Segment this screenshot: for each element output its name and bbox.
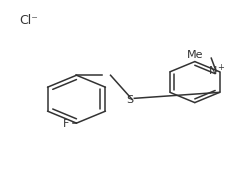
Text: S: S <box>127 95 134 105</box>
Text: +: + <box>217 63 224 72</box>
Text: N: N <box>209 66 217 76</box>
Text: F: F <box>63 119 69 129</box>
Text: Me: Me <box>186 50 203 60</box>
Text: Cl⁻: Cl⁻ <box>19 14 38 27</box>
